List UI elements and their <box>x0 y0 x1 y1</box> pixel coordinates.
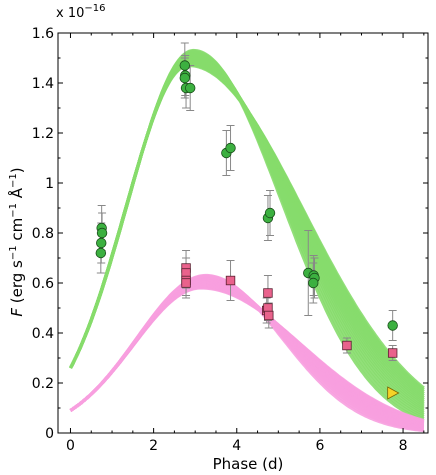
model-band-2 <box>69 273 425 433</box>
axis-ticks: 0 2 4 6 8 0 0.2 0.4 0.6 0.8 1 1.2 1.4 1.6 <box>32 26 428 454</box>
circle-point <box>96 227 108 239</box>
data-points <box>95 60 400 400</box>
circle-point <box>96 237 107 249</box>
y-axis-label: F (erg s−1 cm−1 Å−1) <box>7 167 26 316</box>
x-tick-label: 8 <box>399 438 408 454</box>
x-axis-label: Phase (d) <box>213 455 284 473</box>
circle-point <box>225 142 236 154</box>
square-point <box>225 275 236 286</box>
y-tick-label: 1.2 <box>32 126 54 142</box>
square-point <box>181 278 191 288</box>
y-tick-label: 1.6 <box>32 26 54 42</box>
y-tick-label: 1.4 <box>32 76 54 92</box>
model-curve <box>69 273 424 433</box>
x-tick-label: 2 <box>149 438 158 454</box>
x-tick-label: 6 <box>315 438 324 454</box>
square-point <box>264 310 274 321</box>
y-tick-label: 0.8 <box>32 226 54 242</box>
model-band-1 <box>69 48 425 422</box>
circle-point <box>179 60 190 71</box>
y-tick-label: 0.6 <box>32 276 54 292</box>
triangle-point <box>387 386 400 400</box>
model-bands <box>69 48 425 433</box>
y-multiplier: x 10−16 <box>56 3 105 21</box>
model-curve <box>69 48 425 422</box>
x-tick-label: 0 <box>66 438 75 454</box>
y-tick-label: 0.2 <box>32 376 54 392</box>
circle-point <box>264 207 276 219</box>
circle-point <box>95 247 107 259</box>
y-tick-label: 0.4 <box>32 326 54 342</box>
circle-point <box>179 72 190 84</box>
square-point <box>342 340 352 351</box>
circle-point <box>185 82 196 94</box>
y-tick-label: 0 <box>45 426 54 442</box>
circle-point <box>308 277 319 289</box>
x-tick-label: 4 <box>232 438 241 454</box>
square-point <box>263 288 273 298</box>
y-tick-label: 1 <box>45 176 54 192</box>
square-point <box>387 348 398 358</box>
circle-point <box>387 320 398 331</box>
